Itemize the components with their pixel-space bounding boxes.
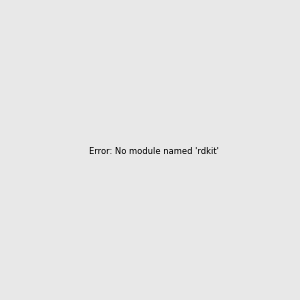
Text: Error: No module named 'rdkit': Error: No module named 'rdkit': [89, 147, 219, 156]
